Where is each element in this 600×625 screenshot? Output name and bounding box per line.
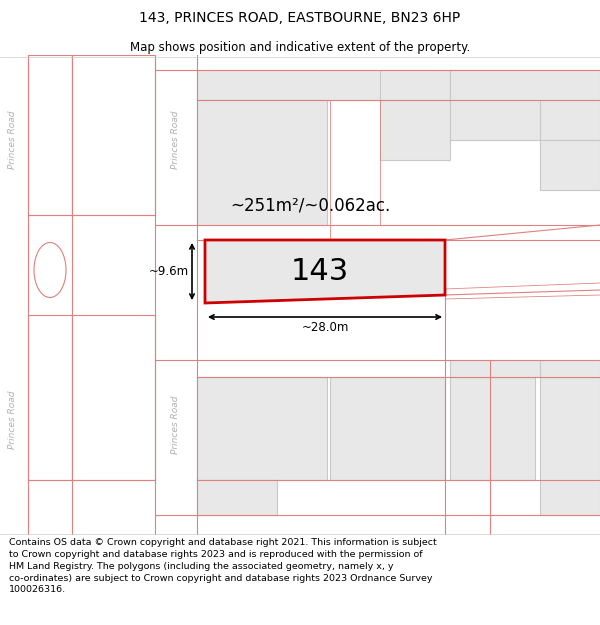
Bar [197,100,327,225]
Text: Princes Road: Princes Road [8,391,17,449]
Bar [450,70,600,100]
Text: Princes Road: Princes Road [172,111,181,169]
Bar [28,315,72,480]
Bar [450,360,540,377]
Text: ~9.6m: ~9.6m [149,265,189,278]
Text: 143, PRINCES ROAD, EASTBOURNE, BN23 6HP: 143, PRINCES ROAD, EASTBOURNE, BN23 6HP [139,11,461,25]
Bar [540,70,600,140]
Text: Contains OS data © Crown copyright and database right 2021. This information is : Contains OS data © Crown copyright and d… [9,538,437,594]
Bar [330,377,445,480]
Text: ~251m²/~0.062ac.: ~251m²/~0.062ac. [230,196,390,214]
Bar [540,377,600,515]
Bar [380,70,450,100]
Bar [72,315,155,480]
Bar [450,377,535,480]
Text: Princes Road: Princes Road [172,396,181,454]
Text: Map shows position and indicative extent of the property.: Map shows position and indicative extent… [130,41,470,54]
Text: ~28.0m: ~28.0m [301,321,349,334]
Bar [450,70,540,140]
Bar [197,70,432,100]
Ellipse shape [34,242,66,298]
Bar [28,55,72,215]
Bar [380,100,450,160]
Bar [197,377,327,480]
Text: Princes Road: Princes Road [8,111,17,169]
Bar [540,360,600,377]
Polygon shape [205,240,445,303]
Bar [72,55,155,215]
Text: 143: 143 [291,258,349,286]
Bar [197,480,277,515]
Bar [540,140,600,190]
